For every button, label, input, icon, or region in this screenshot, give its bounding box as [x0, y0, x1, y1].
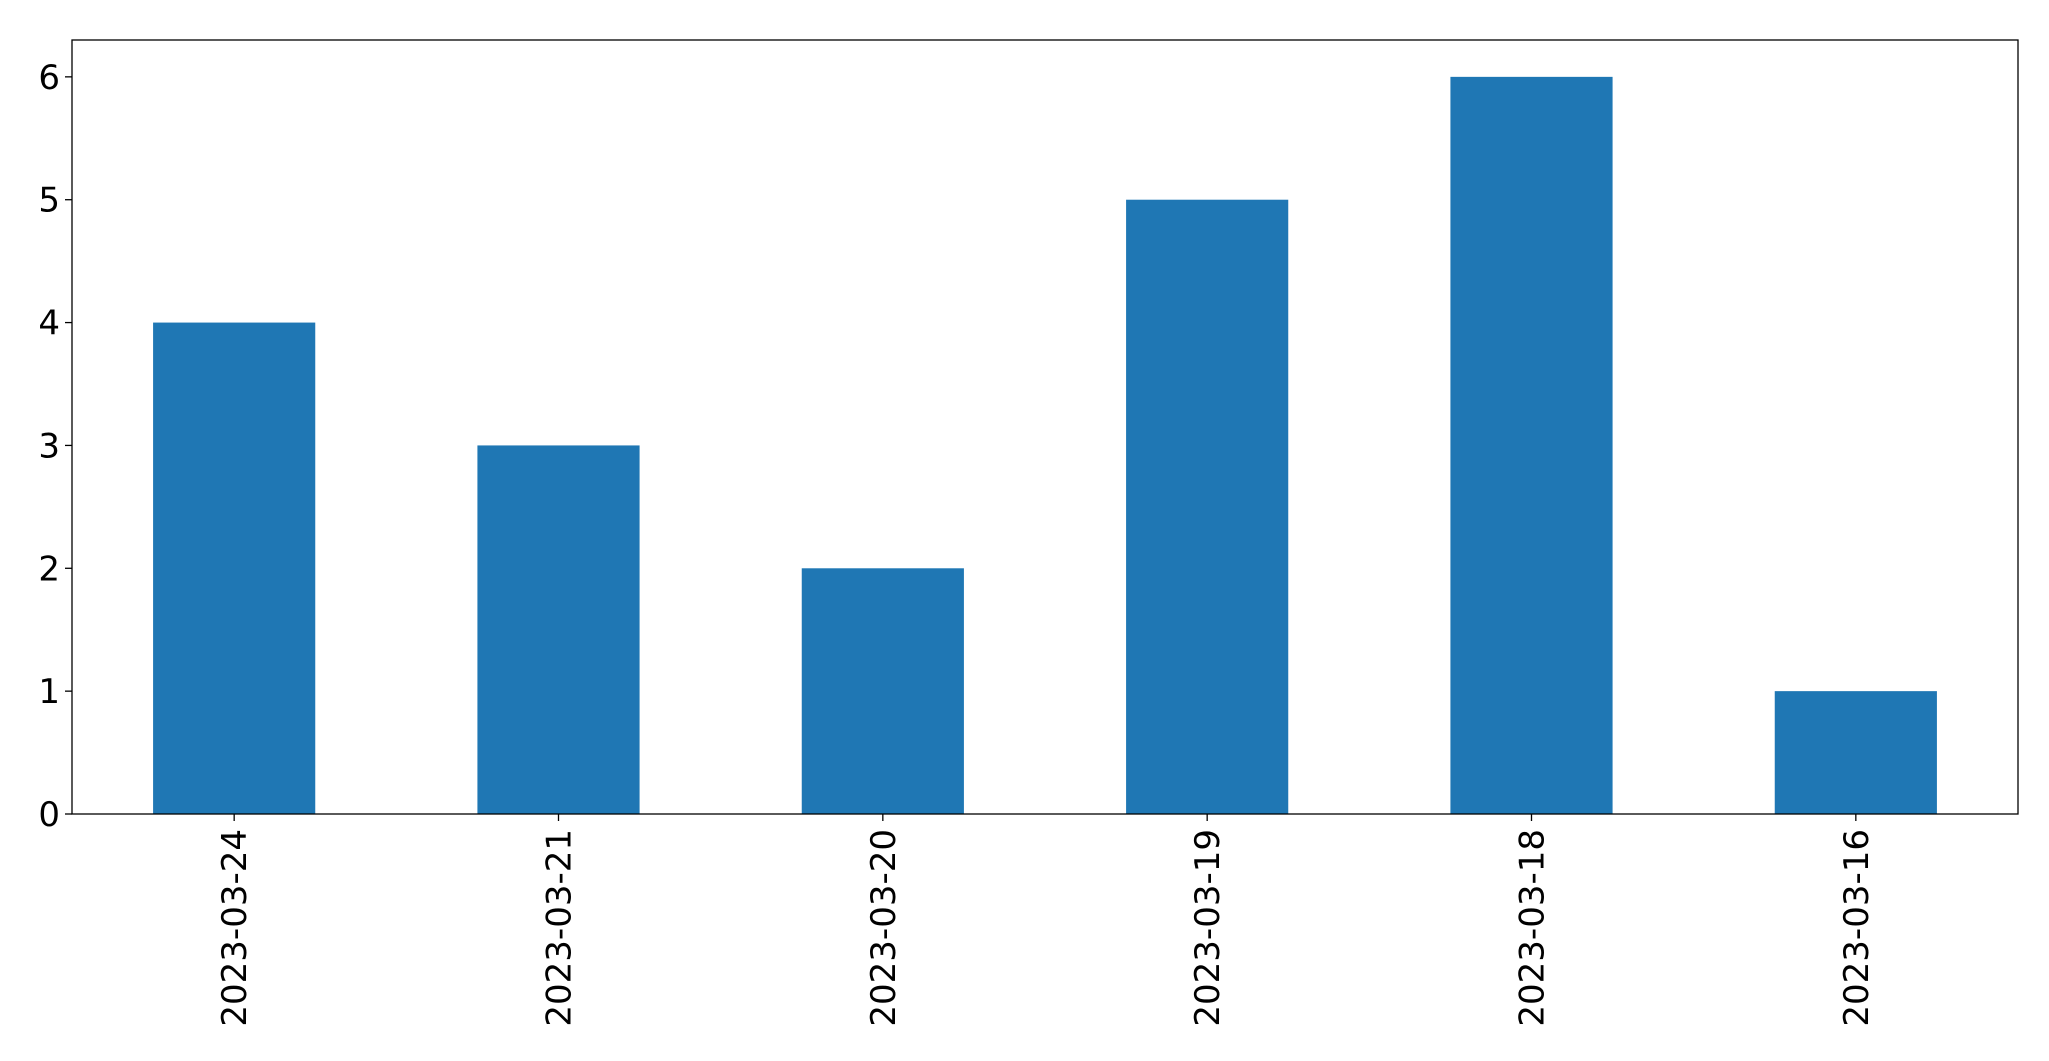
bar-2023-03-20 [801, 568, 964, 814]
y-tick-label: 4 [38, 304, 60, 344]
bar-2023-03-16 [1774, 691, 1937, 814]
x-tick-label: 2023-03-20 [864, 829, 904, 1027]
plot-frame [71, 39, 2019, 815]
bar-2023-03-21 [477, 445, 640, 814]
bar-2023-03-19 [1126, 199, 1289, 814]
y-axis: 0 1 2 3 4 5 6 [38, 58, 72, 835]
bar-2023-03-18 [1450, 76, 1613, 815]
y-tick-label: 1 [38, 672, 60, 712]
y-tick-label: 6 [38, 58, 60, 98]
y-tick-label: 0 [38, 795, 60, 835]
y-tick-label: 2 [38, 549, 60, 589]
x-tick-label: 2023-03-18 [1513, 829, 1553, 1027]
y-tick-label: 3 [38, 426, 60, 466]
bars [153, 76, 1937, 815]
x-axis: 2023-03-24 2023-03-21 2023-03-20 2023-03-19… [215, 814, 1877, 1027]
x-tick-label: 2023-03-21 [540, 829, 580, 1027]
y-tick-label: 5 [38, 181, 60, 221]
bar-2023-03-24 [153, 322, 316, 814]
x-tick-label: 2023-03-24 [215, 829, 255, 1027]
x-tick-label: 2023-03-16 [1837, 829, 1877, 1027]
x-tick-label: 2023-03-19 [1188, 829, 1228, 1027]
